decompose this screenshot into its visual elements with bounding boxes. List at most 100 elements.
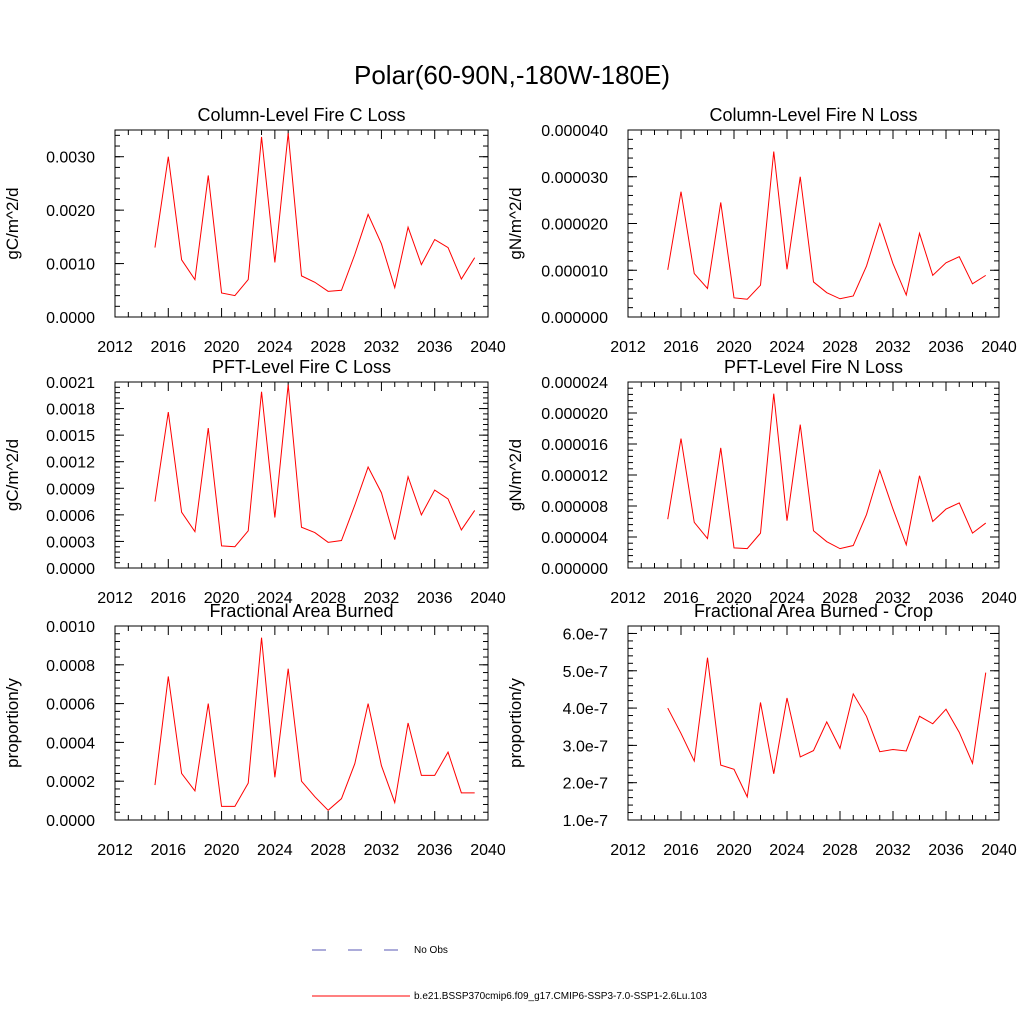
x-tick-label: 2020 [716,339,752,356]
x-tick-label: 2012 [610,590,646,607]
y-axis-label: gN/m^2/d [506,187,525,259]
x-tick-label: 2028 [310,590,346,607]
y-tick-label: 0.0000 [46,310,95,327]
x-tick-label: 2024 [257,339,293,356]
series-line-1 [154,133,476,297]
y-tick-label: 0.0010 [46,257,95,274]
y-tick-label: 0.000000 [541,310,608,327]
series-line-1 [667,151,987,300]
panel-4: PFT-Level Fire N Loss 2012 2016 2020 2024 202… [506,357,1017,607]
figure-title: Polar(60-90N,-180W-180E) [354,60,670,90]
plot-frame [114,381,489,569]
y-tick-label: 6.0e-7 [563,626,608,643]
panel-3: PFT-Level Fire C Loss 2012 2016 2020 2024 202… [3,357,506,607]
panel-5: Fractional Area Burned 2012 2016 2020 2024 20… [3,601,506,859]
y-tick-label: 0.000024 [541,375,608,392]
y-tick-label: 0.0004 [46,735,95,752]
x-tick-label: 2032 [364,842,400,859]
y-tick-label: 0.000000 [541,561,608,578]
y-tick-label: 0.0003 [46,534,95,551]
x-tick-label: 2024 [257,590,293,607]
y-tick-label: 1.0e-7 [563,813,608,830]
panel-title: Column-Level Fire C Loss [197,105,405,125]
y-tick-label: 0.0009 [46,481,95,498]
panel-title: Fractional Area Burned [209,601,393,621]
series-line-1 [667,657,987,799]
x-tick-label: 2040 [470,842,506,859]
y-tick-label: 0.0021 [46,375,95,392]
y-tick-label: 3.0e-7 [563,738,608,755]
x-tick-label: 2028 [310,842,346,859]
panel-title: PFT-Level Fire C Loss [212,357,391,377]
x-tick-label: 2032 [364,339,400,356]
x-tick-label: 2028 [822,339,858,356]
x-tick-label: 2012 [610,842,646,859]
y-axis-label: proportion/y [3,678,22,768]
x-tick-label: 2012 [97,590,133,607]
x-tick-label: 2040 [470,590,506,607]
x-tick-label: 2040 [470,339,506,356]
y-tick-label: 0.000030 [541,170,608,187]
x-tick-label: 2020 [716,590,752,607]
y-tick-label: 0.0008 [46,658,95,675]
x-tick-label: 2032 [364,590,400,607]
series-line-1 [154,384,476,548]
y-tick-label: 2.0e-7 [563,776,608,793]
x-tick-label: 2024 [769,339,805,356]
panels: Column-Level Fire C Loss 2012 2016 2020 2024… [3,105,1017,859]
legend: No Obs b.e21.BSSP370cmip6.f09_g17.CMIP6-… [312,945,707,1002]
y-tick-label: 5.0e-7 [563,664,608,681]
y-tick-label: 0.000040 [541,123,608,140]
x-tick-label: 2024 [257,842,293,859]
x-tick-label: 2012 [97,842,133,859]
panel-title: Fractional Area Burned - Crop [694,601,933,621]
plot-frame [627,625,1000,821]
x-tick-label: 2016 [663,590,699,607]
plot-frame [114,625,489,821]
y-tick-label: 0.0015 [46,428,95,445]
x-tick-label: 2036 [417,590,453,607]
x-tick-label: 2028 [822,590,858,607]
y-tick-label: 0.0000 [46,561,95,578]
x-tick-label: 2040 [981,339,1017,356]
y-tick-label: 0.0002 [46,774,95,791]
series-line-1 [154,637,475,811]
x-tick-label: 2032 [875,339,911,356]
y-tick-label: 0.0000 [46,813,95,830]
y-tick-label: 0.0012 [46,455,95,472]
x-tick-label: 2020 [204,842,240,859]
plot-frame [114,129,489,318]
x-tick-label: 2036 [417,842,453,859]
x-tick-label: 2028 [310,339,346,356]
plot-frame [627,129,1000,318]
x-tick-label: 2032 [875,842,911,859]
legend-model-label: b.e21.BSSP370cmip6.f09_g17.CMIP6-SSP3-7.… [414,991,707,1002]
x-tick-label: 2020 [204,590,240,607]
panel-title: Column-Level Fire N Loss [709,105,917,125]
x-tick-label: 2036 [928,590,964,607]
series-line-1 [667,393,987,550]
y-tick-label: 0.000020 [541,406,608,423]
plot-frame [627,381,1000,569]
legend-obs-label: No Obs [414,945,448,956]
panel-title: PFT-Level Fire N Loss [724,357,903,377]
x-tick-label: 2016 [150,590,186,607]
x-tick-label: 2012 [610,339,646,356]
x-tick-label: 2040 [981,842,1017,859]
y-axis-label: gC/m^2/d [3,187,22,259]
panel-2: Column-Level Fire N Loss 2012 2016 2020 2024… [506,105,1017,356]
y-tick-label: 0.0006 [46,508,95,525]
x-tick-label: 2020 [204,339,240,356]
x-tick-label: 2036 [928,842,964,859]
y-tick-label: 0.0010 [46,619,95,636]
x-tick-label: 2040 [981,590,1017,607]
y-axis-label: gN/m^2/d [506,439,525,511]
x-tick-label: 2036 [417,339,453,356]
y-tick-label: 4.0e-7 [563,701,608,718]
y-tick-label: 0.000016 [541,437,608,454]
y-tick-label: 0.000010 [541,263,608,280]
x-tick-label: 2036 [928,339,964,356]
x-tick-label: 2012 [97,339,133,356]
y-axis-label: proportion/y [506,678,525,768]
